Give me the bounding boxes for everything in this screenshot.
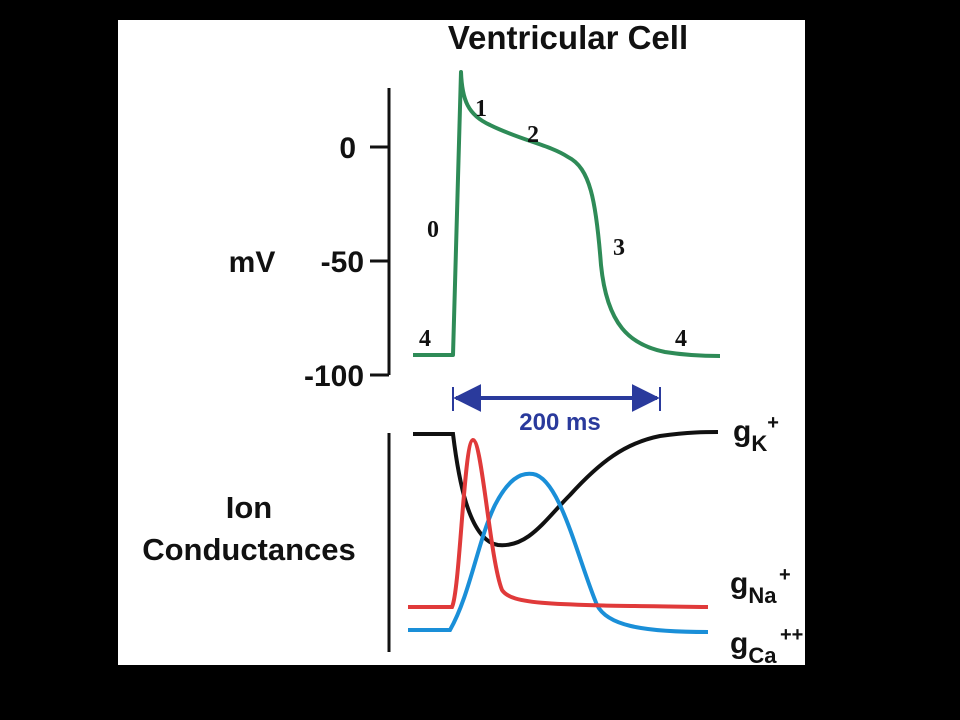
duration-indicator: 200 ms [452,384,661,436]
figure-panel [118,20,805,665]
conductance-axis-label-line2: Conductances [142,532,356,567]
gK-charge: + [767,412,779,434]
gCa-charge: ++ [780,624,803,646]
duration-label: 200 ms [519,409,600,436]
phase-label-3: 3 [613,235,625,261]
gCa-label: gCa++ [730,624,803,668]
phase-labels: 0 1 2 3 4 4 [419,96,687,352]
phase-label-4-start: 4 [419,326,431,352]
gNa-ion: Na [748,583,777,608]
gK-symbol: g [733,415,751,448]
voltage-axis: 0 -50 -100 mV [229,88,391,393]
phase-label-0: 0 [427,217,439,243]
voltage-tick-label-0: 0 [339,132,356,165]
gNa-charge: + [779,564,791,586]
gK-curve [413,430,719,548]
gK-ion: K [751,431,767,456]
conductance-axis-label-line1: Ion [226,490,273,525]
diagram-title: Ventricular Cell [448,19,688,56]
gK-label: gK+ [733,412,779,456]
voltage-tick-label-100: -100 [304,360,364,393]
conductance-axis: Ion Conductances [142,433,391,652]
gCa-label-text: gCa++ [730,624,803,668]
phase-label-4-end: 4 [675,326,687,352]
gNa-label-text: gNa+ [730,564,791,608]
gK-label-text: gK+ [733,412,779,456]
voltage-tick-label-50: -50 [321,246,364,279]
phase-label-2: 2 [527,122,539,148]
gCa-symbol: g [730,627,748,660]
gNa-symbol: g [730,567,748,600]
gCa-ion: Ca [748,643,777,668]
phase-label-1: 1 [475,96,487,122]
gNa-label: gNa+ [730,564,791,608]
gNa-curve [408,437,709,609]
gCa-curve [408,471,709,634]
action-potential-curve [413,70,721,358]
voltage-axis-label: mV [229,246,276,279]
